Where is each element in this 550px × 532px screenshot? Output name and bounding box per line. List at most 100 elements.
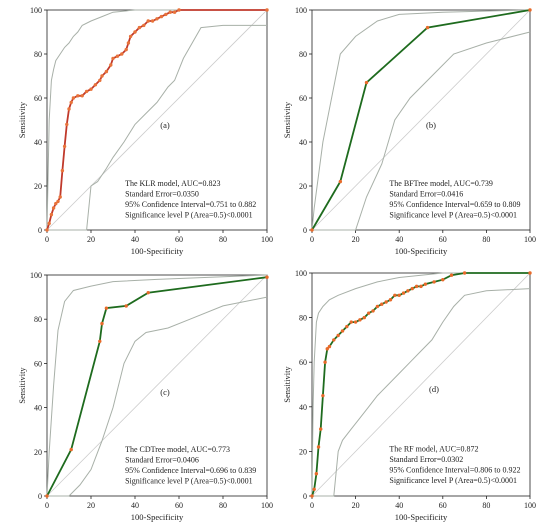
roc-point <box>388 298 393 302</box>
roc-point <box>449 273 454 277</box>
roc-point <box>84 89 89 94</box>
roc-point <box>375 304 380 309</box>
roc-point <box>58 195 62 199</box>
roc-point <box>80 94 84 98</box>
roc-point <box>128 34 133 39</box>
ci-upper-line <box>46 274 268 497</box>
roc-point <box>146 290 150 295</box>
roc-line <box>46 276 268 497</box>
roc-point <box>327 344 332 349</box>
y-tick-label: 40 <box>299 138 307 147</box>
roc-point <box>164 12 168 17</box>
y-tick-label: 60 <box>34 94 42 103</box>
roc-point <box>338 179 343 184</box>
x-tick-label: 40 <box>131 235 139 244</box>
roc-point <box>401 291 406 295</box>
x-tick-label: 60 <box>175 235 183 244</box>
roc-point <box>441 277 445 282</box>
panel-label: (b) <box>426 120 436 130</box>
x-tick-label: 20 <box>352 501 360 510</box>
roc-point <box>172 10 177 14</box>
annotation-line: Standard Error=0.0406 <box>125 455 199 464</box>
roc-point <box>98 339 102 343</box>
x-tick-label: 0 <box>45 235 49 244</box>
annotation-line: Standard Error=0.0302 <box>389 455 463 464</box>
y-tick-label: 20 <box>299 447 307 456</box>
x-tick-label: 100 <box>261 235 273 244</box>
roc-point <box>49 212 54 217</box>
roc-point <box>54 201 58 206</box>
roc-point <box>51 206 56 210</box>
x-tick-label: 40 <box>131 501 139 510</box>
roc-point <box>414 284 419 289</box>
annotation-line: 95% Confidence Interval=0.696 to 0.839 <box>125 466 256 475</box>
roc-point <box>310 228 314 232</box>
roc-point <box>126 41 131 45</box>
plot-frame <box>311 272 531 497</box>
y-tick-label: 100 <box>295 269 307 278</box>
roc-point <box>336 333 340 338</box>
roc-point <box>349 320 353 324</box>
x-tick-label: 20 <box>87 235 95 244</box>
roc-point <box>528 271 532 275</box>
roc-point <box>432 280 436 284</box>
x-axis-label: 100-Specificity <box>131 512 184 522</box>
y-tick-label: 20 <box>34 182 42 191</box>
roc-point <box>45 494 49 498</box>
x-tick-label: 40 <box>395 501 403 510</box>
x-tick-label: 0 <box>45 501 49 510</box>
roc-point <box>93 83 98 87</box>
roc-point <box>168 10 172 14</box>
ci-lower-line <box>47 24 267 231</box>
x-tick-label: 80 <box>219 501 227 510</box>
y-tick-label: 60 <box>34 359 42 368</box>
x-tick-label: 40 <box>395 235 403 244</box>
annotation-line: 95% Confidence Interval=0.806 to 0.922 <box>389 465 520 474</box>
roc-point <box>380 302 384 306</box>
roc-point <box>76 94 80 98</box>
roc-point <box>353 320 358 324</box>
panel-label: (d) <box>429 384 439 394</box>
roc-point <box>425 25 430 30</box>
roc-point <box>65 122 69 127</box>
y-axis-label: Sensitivity <box>17 101 27 138</box>
x-tick-label: 100 <box>524 235 536 244</box>
roc-panel-b: 00 20 20 40 40 60 60 80 80 100 100 100-Specificity S… <box>282 6 536 256</box>
y-tick-label: 80 <box>34 315 42 324</box>
y-tick-label: 40 <box>34 404 42 413</box>
roc-point <box>45 228 49 232</box>
roc-point <box>69 100 73 105</box>
roc-point <box>104 69 109 74</box>
roc-point <box>314 472 319 476</box>
x-tick-label: 80 <box>482 501 490 510</box>
roc-point <box>310 494 314 498</box>
roc-point <box>109 63 113 67</box>
ci-upper-line <box>46 9 267 231</box>
roc-point <box>124 304 128 308</box>
roc-point <box>423 282 428 286</box>
roc-point <box>67 107 71 111</box>
roc-point <box>150 19 155 23</box>
ci-upper-line <box>311 9 531 231</box>
roc-point <box>410 286 414 291</box>
panel-label: (c) <box>160 387 170 397</box>
roc-point <box>358 318 362 322</box>
annotation-line: The RF model, AUC=0.872 <box>389 444 478 453</box>
roc-point <box>384 300 388 304</box>
y-tick-label: 100 <box>295 6 307 15</box>
y-tick-label: 60 <box>299 358 307 367</box>
roc-point <box>56 199 60 204</box>
roc-point <box>319 427 323 431</box>
reference-diagonal <box>311 9 531 231</box>
y-tick-label: 100 <box>30 271 42 280</box>
ci-lower-line <box>312 31 531 231</box>
roc-point <box>345 324 349 329</box>
roc-point <box>89 87 93 91</box>
roc-point <box>62 144 67 149</box>
y-axis-label: Sensitivity <box>282 366 292 403</box>
x-tick-label: 80 <box>219 235 227 244</box>
x-tick-label: 0 <box>310 235 314 244</box>
roc-point <box>120 52 124 56</box>
roc-point <box>312 487 316 492</box>
